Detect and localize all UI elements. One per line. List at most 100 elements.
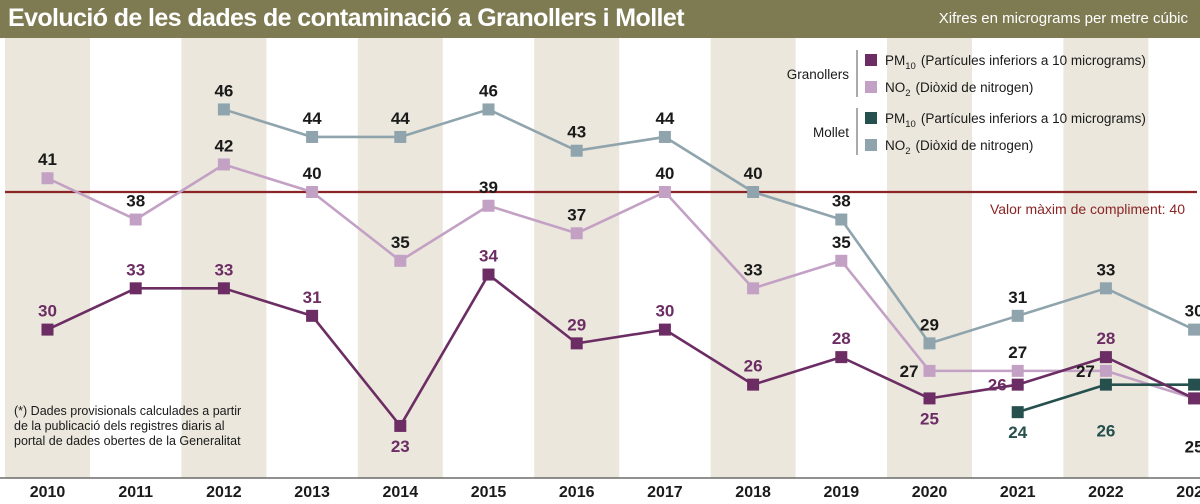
- gra_no2-marker: [1011, 364, 1024, 377]
- gra_pm10-data-label: 33: [214, 260, 233, 279]
- chart-subtitle: Xifres en micrograms per metre cúbic: [938, 10, 1188, 27]
- mol_no2-marker: [570, 144, 583, 157]
- chart-title: Evolució de les dades de contaminació a …: [8, 4, 685, 32]
- gra_no2-marker: [129, 213, 142, 226]
- legend-subscript: 10: [905, 119, 916, 130]
- legend-subscript: 2: [905, 146, 910, 157]
- gra_pm10-marker: [129, 282, 142, 295]
- x-tick-label: 2014: [383, 484, 419, 501]
- mol_no2-marker: [1011, 309, 1024, 322]
- x-tick-label: 2016: [559, 484, 595, 501]
- x-tick-label: 2017: [647, 484, 683, 501]
- gra_pm10-data-label: 28: [1096, 329, 1115, 348]
- mol_pm10-marker: [1188, 378, 1200, 391]
- gra_no2-data-label: 35: [832, 233, 851, 252]
- mol_no2-data-label: 44: [391, 109, 410, 128]
- gra_pm10-data-label: 30: [655, 302, 674, 321]
- legend-swatch: [865, 112, 877, 124]
- gra_no2-data-label: 27: [900, 362, 919, 381]
- gra_no2-data-label: 37: [567, 205, 586, 224]
- gra_pm10-data-label: 33: [126, 260, 145, 279]
- gra_no2-marker: [394, 254, 407, 267]
- mol_no2-data-label: 38: [832, 192, 851, 211]
- x-tick-label: 2012: [206, 484, 242, 501]
- gra_pm10-line: [46, 273, 1195, 428]
- mol_pm10-marker: [1011, 406, 1024, 419]
- mol_no2-data-label: 44: [303, 109, 322, 128]
- legend-description: (Partícules inferiors a 10 micrograms): [921, 111, 1146, 126]
- x-tick-label: 2015: [471, 484, 507, 501]
- legend-city: Granollers: [787, 67, 850, 82]
- gra_pm10-marker: [835, 351, 848, 364]
- footnote-line: de la publicació dels registres diaris a…: [14, 419, 225, 433]
- series-markers: [41, 103, 1200, 432]
- gra_pm10-marker: [1188, 392, 1200, 405]
- reference-line-group: Valor màxim de compliment: 40: [5, 190, 1197, 217]
- gra_no2-data-label: 40: [655, 164, 674, 183]
- legend-swatch: [865, 54, 877, 66]
- legend-subscript: 2: [905, 88, 910, 99]
- gra_pm10-data-label: 26: [988, 376, 1007, 395]
- legend-abbrev: PM: [885, 53, 905, 68]
- column-band: [710, 38, 796, 478]
- limit-label: Valor màxim de compliment: 40: [990, 201, 1185, 217]
- legend-item-label: NO2 (Diòxid de nitrogen): [885, 80, 1033, 99]
- gra_pm10-marker: [658, 323, 671, 336]
- column-band: [887, 38, 972, 478]
- mol_pm10-data-label: 24: [1008, 423, 1027, 442]
- legend-item-label: PM10 (Partícules inferiors a 10 microgram…: [885, 53, 1146, 72]
- gra_no2-data-label: 41: [38, 150, 57, 169]
- gra_no2-data-label: 35: [391, 233, 410, 252]
- x-tick-label: 2023: [1176, 484, 1200, 501]
- gra_pm10-data-label: 26: [744, 357, 763, 376]
- data-labels: 46 44 44 46 43 44 40 38 29 31 33 30 41 38 42 40 35 39 37 40…: [38, 81, 1200, 456]
- legend-item-label: NO2 (Diòxid de nitrogen): [885, 138, 1033, 157]
- gra_no2-data-label: 42: [214, 136, 233, 155]
- gra_no2-data-label: 25: [1185, 437, 1200, 456]
- gra_pm10-data-label: 29: [567, 315, 586, 334]
- footnote-line: portal de dades obertes de la Generalita…: [14, 434, 241, 448]
- gra_no2-marker: [482, 199, 495, 212]
- footnote: (*) Dades provisionals calculades a part…: [14, 404, 241, 448]
- mol_no2-marker: [217, 103, 230, 116]
- x-tick-label: 2013: [294, 484, 330, 501]
- column-bands: [5, 38, 1149, 478]
- legend-abbrev: NO: [885, 138, 905, 153]
- mol_no2-data-label: 29: [920, 315, 939, 334]
- gra_no2-data-label: 40: [303, 164, 322, 183]
- gra_no2-marker: [217, 158, 230, 171]
- legend-subscript: 10: [905, 61, 916, 72]
- gra_pm10-data-label: 25: [920, 409, 939, 428]
- x-tick-label: 2020: [912, 484, 948, 501]
- gra_pm10-marker: [41, 323, 54, 336]
- gra_pm10-data-label: 34: [479, 247, 498, 266]
- gra_no2-marker: [1099, 364, 1112, 377]
- legend-abbrev: NO: [885, 80, 905, 95]
- legend-description: (Diòxid de nitrogen): [916, 138, 1034, 153]
- mol_no2-data-label: 33: [1096, 260, 1115, 279]
- gra_pm10-data-label: 31: [303, 288, 322, 307]
- gra_no2-marker: [923, 364, 936, 377]
- gra_no2-data-label: 27: [1008, 343, 1027, 362]
- mol_no2-data-label: 46: [214, 81, 233, 100]
- gra_no2-line: [46, 163, 1195, 400]
- gra_no2-data-label: 33: [744, 260, 763, 279]
- legend-city: Mollet: [813, 125, 849, 140]
- legend-abbrev: PM: [885, 111, 905, 126]
- gra_pm10-marker: [570, 337, 583, 350]
- gra_pm10-marker: [1011, 378, 1024, 391]
- mol_no2-marker: [658, 130, 671, 143]
- gra_pm10-marker: [217, 282, 230, 295]
- x-tick-label: 2019: [824, 484, 860, 501]
- x-tick-label: 2022: [1088, 484, 1124, 501]
- gra_pm10-marker: [306, 309, 319, 322]
- gra_no2-marker: [570, 227, 583, 240]
- gra_no2-data-label: 39: [479, 178, 498, 197]
- gra_pm10-marker: [482, 268, 495, 281]
- column-band: [534, 38, 620, 478]
- column-band: [1063, 38, 1149, 478]
- mol_no2-marker: [394, 130, 407, 143]
- mol_no2-marker: [482, 103, 495, 116]
- mol_no2-data-label: 46: [479, 81, 498, 100]
